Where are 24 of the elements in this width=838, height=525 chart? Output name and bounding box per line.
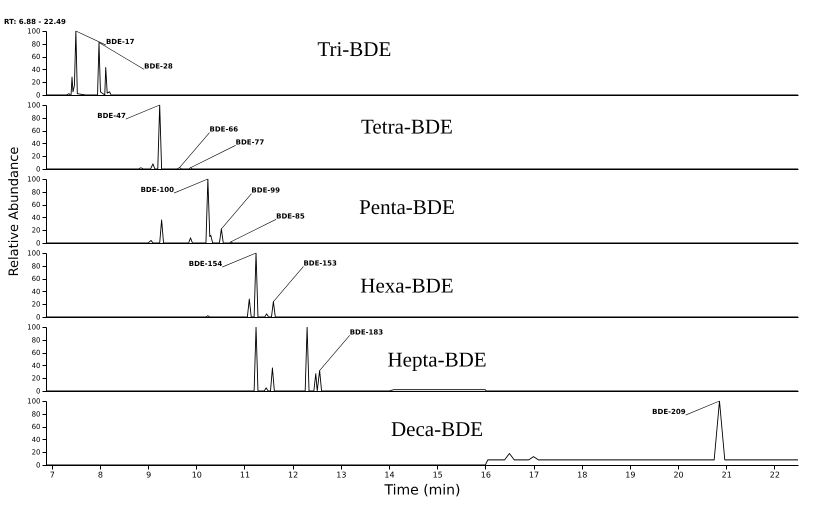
text: Deca-BDE: [390, 416, 484, 441]
x-tick-label: 12: [288, 470, 298, 480]
x-tick-label: 21: [722, 470, 732, 480]
x-tick-label: 20: [673, 470, 684, 480]
y-axis-title: Relative Abundance: [7, 146, 22, 276]
text: Penta-BDE: [359, 194, 455, 219]
x-tick-label: 15: [432, 470, 443, 480]
x-tick-label: 11: [240, 470, 250, 480]
text: Hepta-BDE: [387, 347, 487, 372]
x-tick-label: 13: [336, 470, 346, 480]
x-tick-label: 17: [528, 470, 540, 480]
chart-title: Tetra-BDE: [361, 114, 453, 138]
x-tick-label: 19: [625, 470, 636, 480]
x-tick-label: 22: [770, 470, 780, 480]
x-tick-label: 16: [480, 470, 491, 480]
x-tick-label: 7: [50, 470, 55, 480]
x-tick-label: 8: [98, 470, 103, 480]
text: Hexa-BDE: [360, 273, 454, 298]
x-tick-label: 14: [384, 470, 395, 480]
x-tick-label: 9: [146, 470, 152, 480]
x-tick-label: 18: [577, 470, 588, 480]
chart-title: Tri-BDE: [317, 37, 392, 62]
x-axis-title: Time (min): [383, 482, 461, 498]
x-tick-label: 10: [192, 470, 202, 480]
